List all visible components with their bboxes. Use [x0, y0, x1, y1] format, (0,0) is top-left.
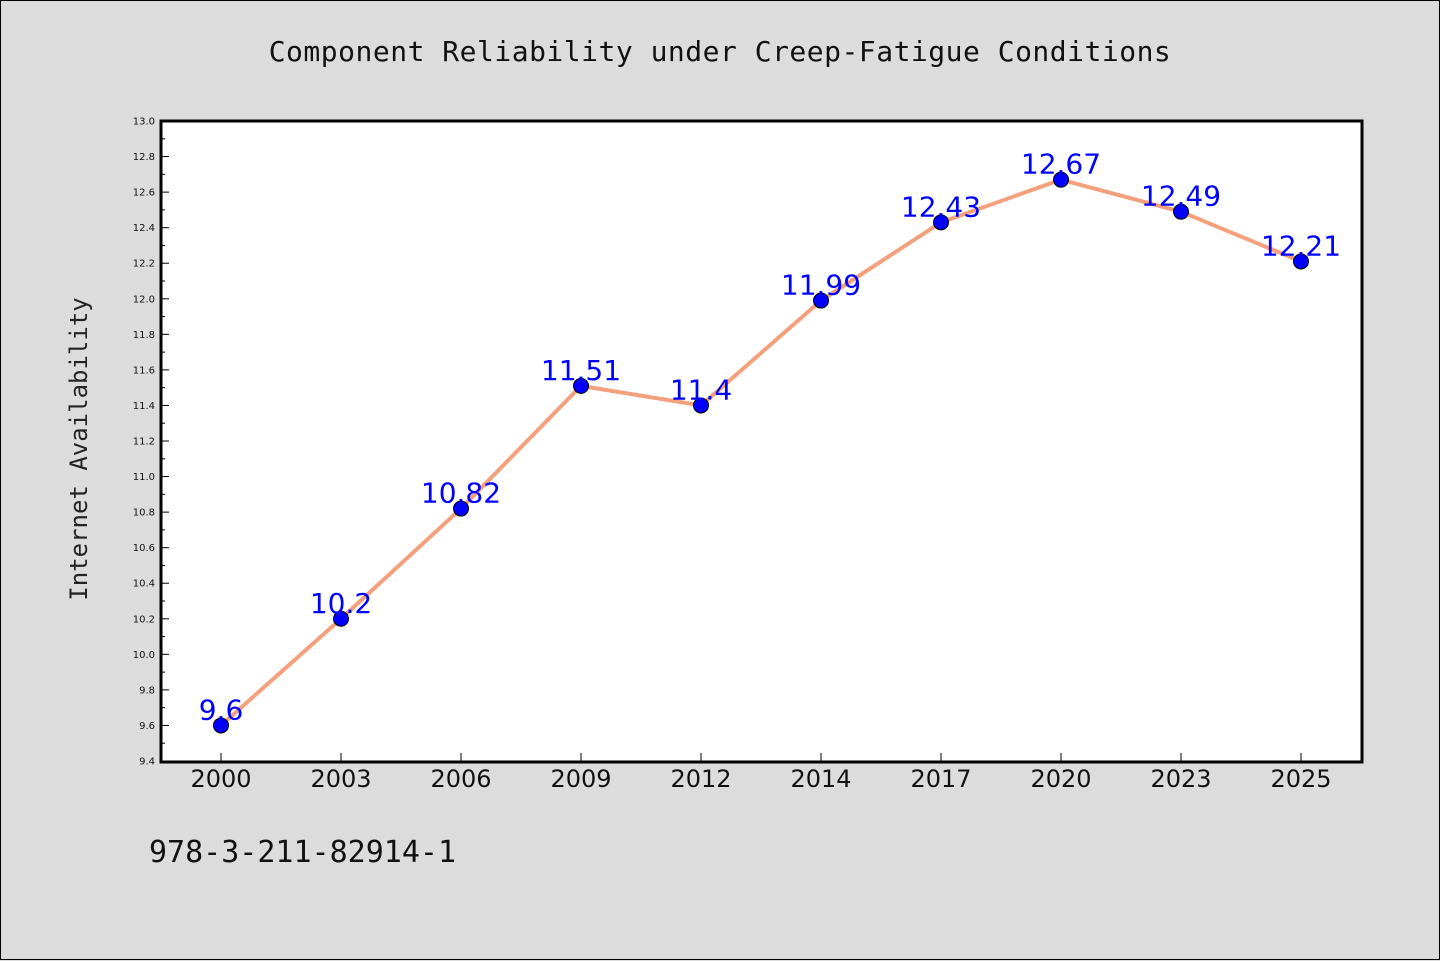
y-tick-label: 12.2 — [133, 259, 155, 270]
data-point — [453, 500, 469, 517]
data-label: 12.43 — [901, 190, 981, 223]
x-tick-label: 2006 — [430, 765, 491, 793]
data-label: 11.51 — [541, 354, 621, 387]
y-tick-label: 10.2 — [133, 614, 155, 625]
data-point — [213, 717, 229, 734]
data-label: 12.67 — [1021, 148, 1101, 181]
x-tick-label: 2003 — [310, 765, 371, 793]
y-tick-label: 13.0 — [133, 117, 155, 128]
chart-title: Component Reliability under Creep-Fatigu… — [268, 35, 1172, 68]
x-tick-label: 2023 — [1150, 765, 1211, 793]
data-label: 10.82 — [421, 477, 501, 510]
x-tick-label: 2025 — [1270, 765, 1331, 793]
y-axis-label: Internet Availability — [65, 297, 93, 600]
x-tick-label: 2000 — [190, 765, 251, 793]
data-label: 9.6 — [199, 693, 244, 726]
data-label: 10.2 — [310, 587, 372, 620]
data-label: 11.99 — [781, 269, 861, 302]
y-tick-label: 10.8 — [133, 508, 155, 519]
y-tick-label: 10.4 — [133, 579, 155, 590]
data-point — [693, 397, 709, 414]
x-tick-label: 2020 — [1030, 765, 1091, 793]
y-tick-label: 11.6 — [133, 365, 155, 376]
data-point — [573, 377, 589, 394]
y-tick-label: 12.8 — [133, 152, 155, 163]
data-point — [333, 610, 349, 627]
footer-code: 978-3-211-82914-1 — [149, 835, 457, 870]
y-axis: 9.4 9.6 9.8 10.0 10.2 10.4 10.6 10.8 11.0 11.2 11.… — [133, 117, 169, 768]
data-point — [813, 292, 829, 309]
plot-area — [159, 119, 1364, 764]
y-tick-label: 11.2 — [133, 437, 155, 448]
y-tick-label: 12.0 — [133, 294, 155, 305]
y-tick-label: 10.6 — [133, 543, 155, 554]
data-label: 11.4 — [670, 373, 732, 406]
data-point — [1173, 203, 1189, 220]
series: 9.6 10.2 10.82 11.51 11.4 11.99 12.43 12.67 12.4… — [199, 148, 1341, 734]
series-line — [219, 177, 1302, 727]
x-tick-label: 2017 — [910, 765, 971, 793]
y-tick-label: 12.6 — [133, 188, 155, 199]
y-tick-label: 11.4 — [133, 401, 155, 412]
data-point — [1053, 171, 1069, 188]
y-tick-label: 9.4 — [139, 757, 155, 768]
data-label: 12.49 — [1141, 180, 1221, 213]
data-point — [933, 214, 949, 231]
y-tick-label: 12.4 — [133, 223, 155, 234]
x-axis: 2000 2003 2006 2009 2012 2014 2017 2020 2023 2025 — [190, 753, 1332, 793]
x-tick-label: 2014 — [790, 765, 851, 793]
y-tick-label: 11.8 — [133, 330, 155, 341]
data-label: 12.21 — [1261, 229, 1341, 262]
y-tick-label: 9.8 — [139, 685, 155, 696]
data-point — [1293, 253, 1309, 270]
x-tick-label: 2012 — [670, 765, 731, 793]
y-tick-label: 11.0 — [133, 472, 155, 483]
y-tick-label: 9.6 — [139, 721, 155, 732]
x-tick-label: 2009 — [550, 765, 611, 793]
y-tick-label: 10.0 — [133, 650, 155, 661]
